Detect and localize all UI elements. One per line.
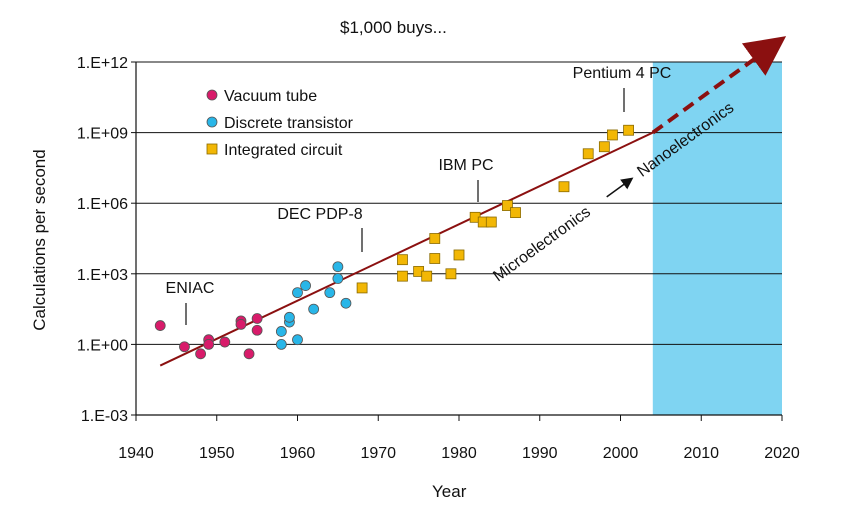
x-tick-label: 1990 (522, 445, 558, 462)
vacuum-tube-point (243, 348, 255, 360)
discrete-transistor-point (300, 280, 311, 291)
y-tick-label: 1.E+06 (77, 196, 128, 213)
integrated-circuit-point (453, 249, 465, 261)
y-tick-label: 1.E+03 (77, 267, 128, 284)
x-tick-label: 1980 (441, 445, 477, 462)
annotations: ENIAC DEC PDP-8 IBM PC Pentium 4 PC (166, 65, 672, 325)
annotation-pentium-4-pc: Pentium 4 PC (573, 65, 672, 82)
microelectronics-label: Microelectronics (490, 204, 594, 286)
horizontal-gridlines (136, 61, 782, 345)
x-axis-label: Year (432, 482, 467, 501)
x-tick-label: 1940 (118, 445, 154, 462)
vacuum-tube-point (203, 338, 215, 350)
annotation-eniac: ENIAC (166, 280, 215, 297)
discrete-transistor-point (332, 273, 344, 284)
discrete-transistor-point (324, 287, 336, 299)
discrete-transistor-point (292, 287, 303, 299)
annotation-dec-pdp-8: DEC PDP-8 (277, 206, 362, 223)
integrated-circuit-point (485, 216, 497, 228)
y-tick-label: 1.E+00 (77, 337, 128, 354)
integrated-circuit-point (429, 253, 441, 264)
integrated-circuit-point (607, 129, 618, 141)
discrete-transistor-point (340, 297, 352, 309)
x-tick-label: 2010 (683, 445, 719, 462)
nanoelectronics-shaded-region (652, 62, 782, 415)
chart-title: $1,000 buys... (340, 18, 447, 37)
discrete-transistor-point (308, 303, 320, 315)
discrete-transistor-point (275, 326, 287, 337)
integrated-circuit-point (598, 141, 610, 153)
discrete-transistor-point (275, 338, 287, 350)
legend-label-discrete-transistor: Discrete transistor (224, 115, 354, 132)
legend-marker-vacuum-tube (206, 89, 218, 101)
x-tick-label: 2000 (603, 445, 639, 462)
integrated-circuit-point (429, 233, 441, 244)
vacuum-tube-point (251, 324, 263, 336)
integrated-circuit-point (397, 254, 408, 266)
integrated-circuit-point (510, 207, 521, 219)
trend-line-dashed (651, 36, 787, 135)
vacuum-tube-point (154, 320, 166, 331)
vacuum-tube-point (195, 348, 207, 360)
integrated-circuit-point (421, 270, 433, 282)
integrated-circuit-point (445, 268, 457, 280)
x-ticks: 1940 1950 1960 1970 1980 1990 2000 2010 2020 (118, 415, 800, 462)
integrated-circuit-point (356, 282, 368, 294)
data-points (154, 124, 634, 360)
vacuum-tube-point (179, 341, 190, 353)
annotation-ibm-pc: IBM PC (438, 157, 493, 174)
discrete-transistor-point (292, 334, 303, 346)
integrated-circuit-point (582, 148, 594, 160)
vacuum-tube-point (219, 336, 231, 348)
y-axis-label: Calculations per second (30, 149, 49, 331)
x-tick-label: 1960 (280, 445, 316, 462)
vacuum-tube-point (251, 313, 263, 324)
y-tick-label: 1.E-03 (81, 408, 128, 425)
y-tick-label: 1.E+12 (77, 55, 128, 72)
x-tick-label: 2020 (764, 445, 800, 462)
integrated-circuit-point (623, 124, 634, 136)
integrated-circuit-point (502, 200, 513, 211)
x-tick-label: 1950 (199, 445, 235, 462)
integrated-circuit-point (397, 270, 408, 282)
discrete-transistor-point (284, 311, 295, 323)
legend-label-vacuum-tube: Vacuum tube (224, 88, 317, 105)
discrete-transistor-point (332, 261, 344, 273)
y-ticks: 1.E-03 1.E+00 1.E+03 1.E+06 1.E+09 1.E+12 (77, 55, 136, 425)
integrated-circuit-point (558, 181, 570, 193)
legend: Vacuum tube Discrete transistor Integrated… (206, 88, 354, 159)
y-tick-label: 1.E+09 (77, 126, 128, 143)
x-tick-label: 1970 (360, 445, 396, 462)
legend-marker-integrated-circuit (206, 143, 218, 155)
legend-label-integrated-circuit: Integrated circuit (224, 142, 343, 159)
transition-arrow (606, 177, 634, 198)
vacuum-tube-point (235, 318, 247, 330)
legend-marker-discrete-transistor (206, 116, 218, 128)
trend-line-solid (159, 131, 654, 367)
